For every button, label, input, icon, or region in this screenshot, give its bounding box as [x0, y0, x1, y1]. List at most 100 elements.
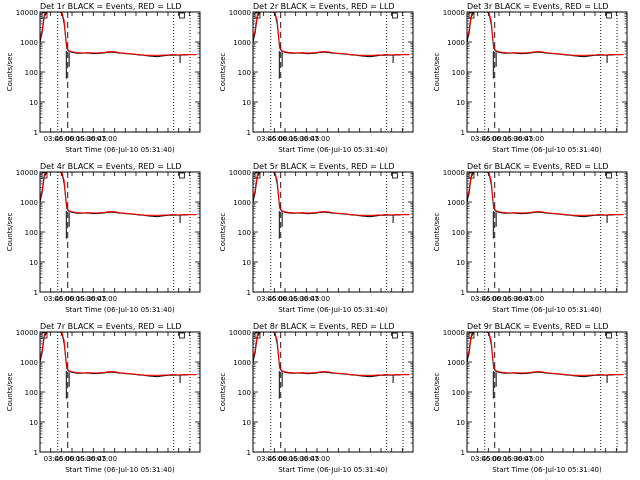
x-tick-label: 03:45	[471, 455, 491, 463]
x-tick-label: 06:30	[76, 135, 96, 143]
marker-box-right	[605, 172, 612, 179]
marker-box-left	[468, 172, 475, 179]
y-axis-label: Counts/sec	[219, 373, 227, 412]
panel-title: Det 1r BLACK = Events, RED = LLD	[40, 2, 182, 11]
chart-panel: Det 1r BLACK = Events, RED = LLD Counts/s…	[6, 2, 201, 154]
x-tick-label: 06:15	[492, 295, 512, 303]
x-tick-label: 06:15	[65, 455, 85, 463]
y-tick-label: 1000	[20, 39, 38, 47]
y-tick-label: 10	[29, 259, 38, 267]
x-tick-label: 03:45	[257, 455, 277, 463]
series-line-lld	[39, 171, 197, 216]
x-tick-label: 06:45	[86, 135, 106, 143]
chart-panel: Det 9r BLACK = Events, RED = LLD Counts/s…	[433, 322, 628, 474]
x-tick-label: 06:00	[54, 295, 74, 303]
y-tick-label: 10000	[443, 169, 465, 177]
x-tick-label: 06:00	[54, 135, 74, 143]
y-tick-label: 100	[238, 69, 251, 77]
x-axis-label: Start Time (06-Jul-10 05:31:40)	[278, 146, 388, 154]
y-tick-label: 10	[456, 99, 465, 107]
chart-panel: Det 6r BLACK = Events, RED = LLD Counts/s…	[433, 162, 628, 314]
series-line-lld	[252, 171, 410, 216]
panel-title: Det 5r BLACK = Events, RED = LLD	[253, 162, 395, 171]
y-axis-label: Counts/sec	[6, 213, 14, 252]
y-axis-label: Counts/sec	[433, 213, 441, 252]
series-line-lld	[252, 11, 410, 56]
x-tick-label: 06:45	[299, 295, 319, 303]
y-tick-label: 10000	[229, 329, 251, 337]
x-tick-label: 06:00	[481, 455, 501, 463]
x-tick-label: 06:00	[267, 295, 287, 303]
series-line-lld	[466, 171, 624, 216]
y-tick-label: 100	[452, 69, 465, 77]
x-tick-label: 03:45	[44, 295, 64, 303]
marker-box-right	[391, 172, 398, 179]
x-tick-label: 06:30	[503, 295, 523, 303]
marker-box-left	[468, 332, 475, 339]
plot-frame	[252, 11, 414, 133]
panel-title: Det 3r BLACK = Events, RED = LLD	[467, 2, 609, 11]
y-tick-label: 1000	[233, 199, 251, 207]
plot-frame	[39, 11, 201, 133]
x-tick-label: 03:45	[257, 295, 277, 303]
x-axis-label: Start Time (06-Jul-10 05:31:40)	[65, 306, 175, 314]
series-line-lld	[39, 331, 197, 376]
x-tick-label: 06:15	[492, 135, 512, 143]
y-axis-label: Counts/sec	[219, 213, 227, 252]
x-tick-label: 03:45	[471, 135, 491, 143]
marker-box-right	[391, 12, 398, 19]
y-tick-label: 1	[461, 449, 465, 457]
y-tick-label: 10000	[16, 9, 38, 17]
y-axis-label: Counts/sec	[433, 373, 441, 412]
y-tick-label: 1	[461, 129, 465, 137]
marker-box-right	[391, 332, 398, 339]
x-tick-label: 06:15	[492, 455, 512, 463]
y-tick-label: 10000	[443, 329, 465, 337]
y-tick-label: 10000	[16, 169, 38, 177]
y-tick-label: 100	[452, 229, 465, 237]
x-tick-label: 06:30	[503, 455, 523, 463]
chart-panel: Det 3r BLACK = Events, RED = LLD Counts/s…	[433, 2, 628, 154]
y-tick-label: 10000	[229, 169, 251, 177]
y-tick-label: 1	[34, 289, 38, 297]
y-tick-label: 100	[452, 389, 465, 397]
x-axis-label: Start Time (06-Jul-10 05:31:40)	[492, 466, 602, 474]
y-tick-label: 1000	[20, 199, 38, 207]
panel-title: Det 2r BLACK = Events, RED = LLD	[253, 2, 395, 11]
x-axis-label: Start Time (06-Jul-10 05:31:40)	[492, 146, 602, 154]
marker-box-left	[254, 12, 261, 19]
y-tick-label: 1000	[233, 39, 251, 47]
x-tick-label: 06:30	[289, 455, 309, 463]
y-tick-label: 10	[456, 259, 465, 267]
marker-box-right	[178, 12, 185, 19]
y-tick-label: 1	[247, 129, 251, 137]
y-axis-label: Counts/sec	[219, 53, 227, 92]
plot-frame	[39, 331, 201, 453]
marker-box-left	[41, 172, 48, 179]
y-tick-label: 10	[242, 99, 251, 107]
y-tick-label: 10	[29, 419, 38, 427]
y-axis-label: Counts/sec	[433, 53, 441, 92]
x-tick-label: 06:15	[65, 295, 85, 303]
marker-box-right	[605, 332, 612, 339]
y-tick-label: 10	[242, 419, 251, 427]
x-tick-label: 06:30	[503, 135, 523, 143]
marker-box-right	[178, 172, 185, 179]
x-tick-label: 06:45	[513, 455, 533, 463]
marker-box-right	[605, 12, 612, 19]
y-tick-label: 1000	[233, 359, 251, 367]
x-tick-label: 03:45	[257, 135, 277, 143]
y-tick-label: 10	[242, 259, 251, 267]
y-tick-label: 1	[247, 289, 251, 297]
panel-title: Det 4r BLACK = Events, RED = LLD	[40, 162, 182, 171]
x-axis-label: Start Time (06-Jul-10 05:31:40)	[278, 306, 388, 314]
x-tick-label: 07:00	[97, 455, 117, 463]
y-tick-label: 10000	[16, 329, 38, 337]
y-tick-label: 100	[25, 229, 38, 237]
marker-box-left	[41, 332, 48, 339]
marker-box-left	[254, 332, 261, 339]
plot-frame	[466, 11, 628, 133]
y-tick-label: 10000	[443, 9, 465, 17]
x-axis-label: Start Time (06-Jul-10 05:31:40)	[278, 466, 388, 474]
